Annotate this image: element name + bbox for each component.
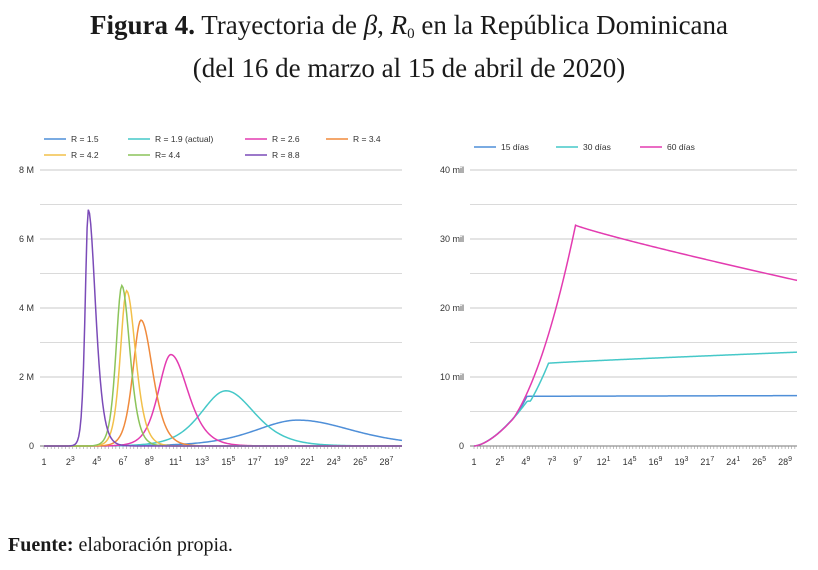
y-tick-label: 30 mil bbox=[440, 234, 464, 244]
title-comma: , bbox=[377, 10, 391, 40]
x-tick-label: 133 bbox=[195, 456, 209, 467]
x-tick-label: 217 bbox=[700, 456, 714, 467]
x-tick-label: 265 bbox=[752, 456, 766, 467]
x-tick-label: 287 bbox=[379, 456, 393, 467]
x-tick-label: 177 bbox=[248, 456, 262, 467]
y-tick-label: 0 bbox=[459, 441, 464, 451]
legend-entry: 30 días bbox=[556, 142, 611, 152]
legend-label: 30 días bbox=[583, 142, 611, 152]
series-line bbox=[473, 351, 798, 447]
source-note: Fuente: elaboración propia. bbox=[8, 534, 233, 557]
x-tick-label: 89 bbox=[145, 456, 154, 467]
legend-label: R = 8.8 bbox=[272, 150, 300, 160]
title-r-subscript: 0 bbox=[407, 26, 415, 42]
x-tick-label: 155 bbox=[221, 456, 235, 467]
legend-entry: R = 8.8 bbox=[245, 150, 300, 160]
series-line bbox=[44, 390, 402, 447]
x-tick-label: 73 bbox=[547, 456, 556, 467]
legend-label: R = 1.9 (actual) bbox=[155, 134, 214, 144]
legend-label: 60 días bbox=[667, 142, 695, 152]
source-label: Fuente: bbox=[8, 534, 74, 556]
legend-entry: 15 días bbox=[474, 142, 529, 152]
x-tick-label: 265 bbox=[353, 456, 367, 467]
x-tick-label: 199 bbox=[274, 456, 288, 467]
x-tick-label: 111 bbox=[169, 456, 182, 467]
legend-entry: R = 2.6 bbox=[245, 134, 300, 144]
title-line-1: Figura 4. Trayectoria de β, R0 en la Rep… bbox=[0, 8, 818, 51]
x-tick-label: 243 bbox=[327, 456, 341, 467]
y-tick-label: 0 bbox=[29, 441, 34, 451]
x-tick-label: 67 bbox=[119, 456, 128, 467]
series-line bbox=[44, 209, 402, 447]
legend-entry: 60 días bbox=[640, 142, 695, 152]
y-tick-label: 10 mil bbox=[440, 372, 464, 382]
x-tick-label: 1 bbox=[471, 457, 476, 467]
chart-scenarios-r: 0 2 M 4 M 6 M 8 M 1 23 45 67 89 111 133 155 177 199 221… bbox=[19, 134, 403, 467]
legend-entry: R = 1.5 bbox=[44, 134, 99, 144]
y-tick-label: 20 mil bbox=[440, 303, 464, 313]
legend-label: R = 4.2 bbox=[71, 150, 99, 160]
title-text-a: Trayectoria de bbox=[194, 10, 364, 40]
x-tick-label: 1 bbox=[41, 457, 46, 467]
chart-quarantine-days: 0 10 mil 20 mil 30 mil 40 mil 1 25 49 73 97 121 145… bbox=[440, 142, 798, 467]
x-tick-label: 23 bbox=[66, 456, 75, 467]
x-tick-label: 221 bbox=[300, 456, 314, 467]
y-tick-label: 6 M bbox=[19, 234, 34, 244]
figure-title: Figura 4. Trayectoria de β, R0 en la Rep… bbox=[0, 8, 818, 85]
legend-label: R= 4.4 bbox=[155, 150, 181, 160]
y-tick-label: 2 M bbox=[19, 372, 34, 382]
legend-label: R = 1.5 bbox=[71, 134, 99, 144]
figure-number: Figura 4. bbox=[89, 10, 195, 40]
title-line-2: (del 16 de marzo al 15 de abril de 2020) bbox=[192, 53, 626, 83]
title-beta-symbol: β bbox=[363, 10, 378, 40]
x-tick-label: 45 bbox=[92, 456, 101, 467]
y-tick-label: 4 M bbox=[19, 303, 34, 313]
legend-entry: R = 3.4 bbox=[326, 134, 381, 144]
x-tick-label: 289 bbox=[778, 456, 792, 467]
x-tick-label: 25 bbox=[495, 456, 504, 467]
series-line bbox=[44, 289, 402, 447]
series-line bbox=[44, 353, 402, 447]
x-tick-label: 49 bbox=[521, 456, 530, 467]
x-tick-label: 241 bbox=[726, 456, 740, 467]
x-tick-label: 121 bbox=[597, 456, 611, 467]
series-line bbox=[473, 224, 798, 447]
legend-label: R = 2.6 bbox=[272, 134, 300, 144]
legend-entry: R= 4.4 bbox=[128, 150, 181, 160]
series-line bbox=[473, 394, 797, 447]
legend-label: 15 días bbox=[501, 142, 529, 152]
x-tick-label: 145 bbox=[623, 456, 637, 467]
y-tick-label: 8 M bbox=[19, 165, 34, 175]
legend-entry: R = 4.2 bbox=[44, 150, 99, 160]
x-tick-label: 169 bbox=[649, 456, 663, 467]
x-tick-label: 193 bbox=[674, 456, 688, 467]
series-line bbox=[44, 283, 402, 447]
x-tick-label: 97 bbox=[573, 456, 582, 467]
legend-entry: R = 1.9 (actual) bbox=[128, 134, 214, 144]
y-tick-label: 40 mil bbox=[440, 165, 464, 175]
title-text-b: en la República Dominicana bbox=[414, 10, 729, 40]
source-text: elaboración propia. bbox=[73, 534, 233, 556]
legend-label: R = 3.4 bbox=[353, 134, 381, 144]
title-r-symbol: R bbox=[390, 10, 408, 40]
charts-area: 0 2 M 4 M 6 M 8 M 1 23 45 67 89 111 133 155 177 199 221… bbox=[19, 134, 798, 467]
